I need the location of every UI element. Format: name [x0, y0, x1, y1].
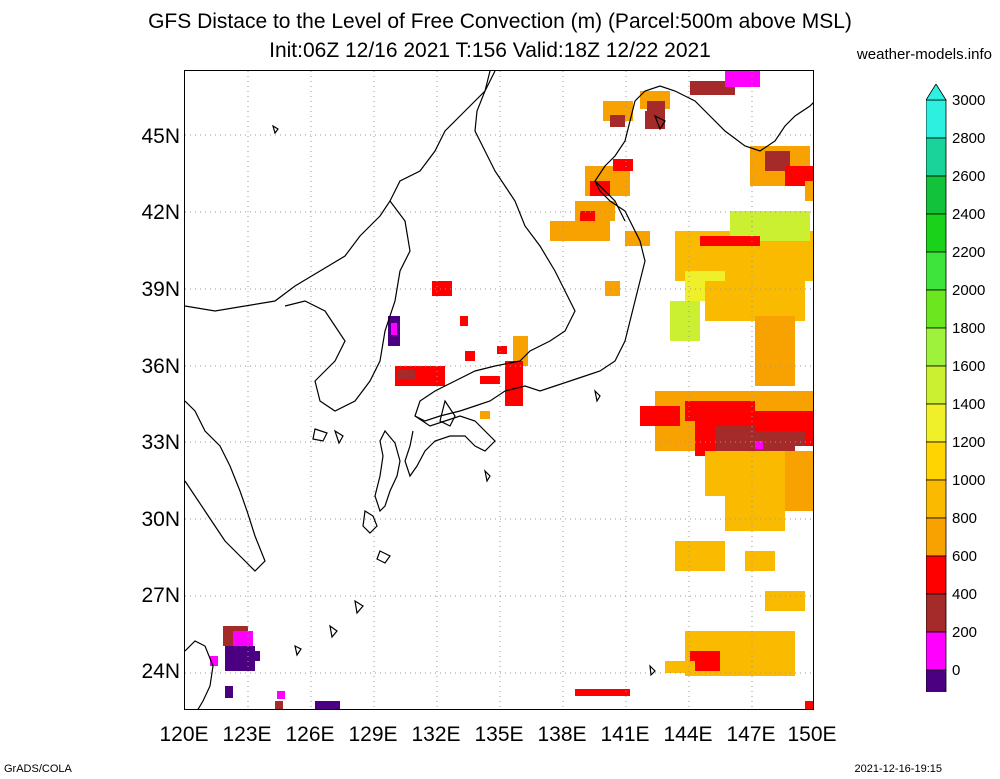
colorbar-segment — [926, 213, 947, 253]
lfc-patch-pacific-central — [640, 391, 813, 531]
colorbar-segment — [926, 441, 947, 481]
colorbar-label: 800 — [952, 510, 978, 527]
lon-label: 132E — [411, 723, 461, 746]
colorbar-segment — [926, 631, 947, 671]
colorbar-bar — [926, 84, 947, 692]
lat-label: 45N — [141, 125, 180, 148]
colorbar-label: 1200 — [952, 434, 986, 451]
lfc-patch-pacific-north — [670, 211, 813, 386]
lfc-patch-taiwan — [210, 626, 340, 709]
lon-label: 144E — [663, 723, 713, 746]
lon-label: 120E — [159, 723, 209, 746]
lfc-patch-pacific-south — [665, 541, 805, 676]
colorbar-segment — [926, 517, 947, 557]
credit-text: weather-models.info — [856, 46, 992, 63]
lat-label: 33N — [141, 431, 180, 454]
lat-label: 39N — [141, 278, 180, 301]
colorbar-label: 200 — [952, 624, 978, 641]
colorbar-segment — [926, 175, 947, 215]
colorbar: 3000 2800 2600 2400 2200 2000 1800 1600 … — [924, 84, 1000, 692]
colorbar-label: 600 — [952, 548, 978, 565]
lon-label: 150E — [787, 723, 837, 746]
colorbar-label: 2400 — [952, 206, 986, 223]
colorbar-label: 1800 — [952, 320, 986, 337]
colorbar-segment — [926, 327, 947, 367]
lat-label: 30N — [141, 508, 180, 531]
lfc-patch-south-line — [575, 689, 813, 709]
lat-label: 36N — [141, 355, 180, 378]
lon-label: 126E — [285, 723, 335, 746]
colorbar-label: 1400 — [952, 396, 986, 413]
lon-label: 147E — [726, 723, 776, 746]
lon-label: 123E — [222, 723, 272, 746]
lon-label: 141E — [600, 723, 650, 746]
map-svg — [185, 71, 813, 709]
lfc-patch-sakhalin-east — [750, 146, 813, 201]
colorbar-label: 2600 — [952, 168, 986, 185]
colorbar-segment — [926, 137, 947, 177]
colorbar-label: 2800 — [952, 130, 986, 147]
colorbar-max-arrow — [926, 84, 947, 101]
lat-label: 24N — [141, 660, 180, 683]
graticule — [185, 71, 813, 709]
coastlines — [185, 71, 813, 709]
colorbar-segment — [926, 365, 947, 405]
colorbar-label: 0 — [952, 662, 961, 679]
lon-label: 129E — [348, 723, 398, 746]
map-title: GFS Distace to the Level of Free Convect… — [148, 10, 852, 33]
lon-label: 138E — [537, 723, 587, 746]
colorbar-label: 3000 — [952, 92, 986, 109]
footer-software: GrADS/COLA — [4, 763, 72, 775]
footer-timestamp: 2021-12-16-19:15 — [854, 763, 942, 775]
lfc-field-layer — [210, 71, 813, 709]
map-subtitle: Init:06Z 12/16 2021 T:156 Valid:18Z 12/2… — [269, 39, 711, 62]
colorbar-segment — [926, 403, 947, 443]
colorbar-label: 1000 — [952, 472, 986, 489]
colorbar-segment — [926, 251, 947, 291]
lfc-patch-honshu — [480, 336, 528, 419]
lfc-patch-korea — [388, 281, 500, 386]
colorbar-segment — [926, 593, 947, 633]
map-panel — [184, 70, 814, 710]
lat-label: 27N — [141, 584, 180, 607]
lfc-patch-hokkaido — [603, 71, 760, 129]
lat-label: 42N — [141, 201, 180, 224]
lon-label: 135E — [474, 723, 524, 746]
colorbar-segment — [926, 669, 947, 692]
colorbar-segment — [926, 99, 947, 139]
colorbar-segment — [926, 289, 947, 329]
colorbar-segment — [926, 479, 947, 519]
colorbar-label: 2200 — [952, 244, 986, 261]
lfc-patch-tohoku — [550, 159, 650, 296]
colorbar-label: 400 — [952, 586, 978, 603]
colorbar-label: 1600 — [952, 358, 986, 375]
colorbar-segment — [926, 555, 947, 595]
colorbar-label: 2000 — [952, 282, 986, 299]
